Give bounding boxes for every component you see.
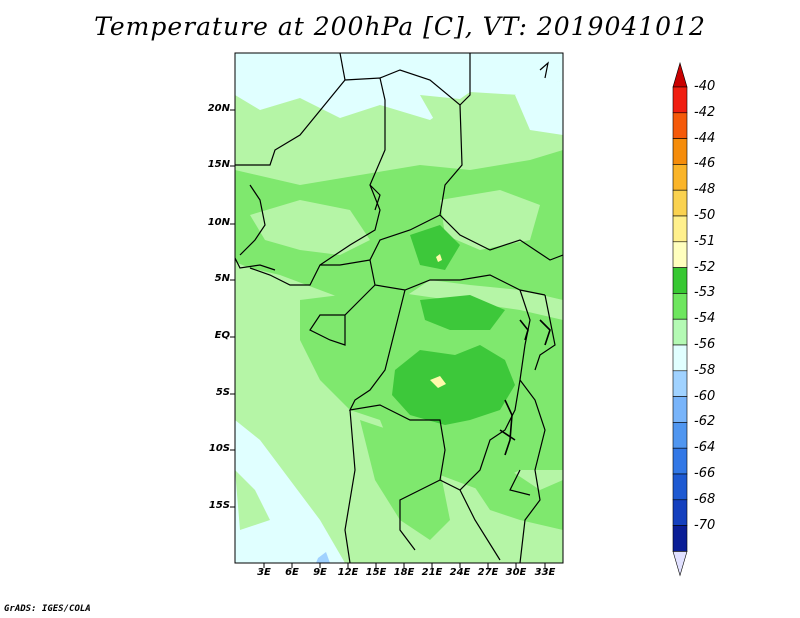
lon-label: 24E <box>449 567 471 578</box>
colorbar-label: -51 <box>694 233 716 249</box>
colorbar-label: -56 <box>694 337 716 352</box>
colorbar-swatch <box>672 318 688 346</box>
colorbar-label: -58 <box>694 362 716 378</box>
colorbar-swatch <box>672 86 688 114</box>
lon-label: 3E <box>257 567 271 578</box>
lat-label: EQ <box>214 330 230 341</box>
colorbar-swatch <box>672 370 688 397</box>
colorbar-swatch <box>672 164 688 191</box>
colorbar-label: -54 <box>694 311 716 327</box>
field-patch <box>420 95 563 150</box>
pale-southwest-region <box>235 420 345 563</box>
credit-text: GrADS: IGES/COLA <box>4 604 91 614</box>
colorbar-swatch <box>672 215 688 243</box>
colorbar-swatch <box>672 499 688 526</box>
colorbar-label: -62 <box>694 414 716 430</box>
colorbar-label: -64 <box>694 440 716 456</box>
lake-outlines <box>499 319 551 456</box>
field-patch <box>235 470 270 530</box>
map-frame <box>234 52 564 564</box>
lat-label: 5N <box>214 273 230 284</box>
colorbar-bottom-arrow <box>672 551 688 577</box>
pale-northeast-region <box>515 80 563 135</box>
colorbar-label: -53 <box>694 285 716 301</box>
colorbar-swatch <box>672 447 688 475</box>
colorbar-label: -46 <box>694 156 716 172</box>
colorbar-label: -68 <box>694 491 716 507</box>
colorbar-label: -40 <box>694 79 716 94</box>
dark-core-central <box>392 345 515 425</box>
mid-band-southeast <box>470 470 563 530</box>
colorbar-swatch <box>672 396 688 423</box>
colorbar-label: -52 <box>694 259 716 275</box>
lon-label: 15E <box>365 567 387 578</box>
mid-band-north <box>235 150 563 305</box>
colorbar-label: -70 <box>694 517 716 533</box>
colorbar-swatch <box>672 344 688 372</box>
lat-label: 15S <box>208 500 230 511</box>
dark-core-upper <box>420 295 505 330</box>
mid-band-south <box>360 420 450 540</box>
map-title: Temperature at 200hPa [C], VT: 201904101… <box>94 12 706 41</box>
warm-spot <box>430 376 446 388</box>
colorbar-swatch <box>672 241 688 268</box>
dark-core-north <box>410 225 460 270</box>
colorbar <box>672 61 688 577</box>
lat-label: 10N <box>207 217 230 228</box>
colorbar-swatch <box>672 525 688 552</box>
lon-label: 21E <box>421 567 443 578</box>
lon-label: 27E <box>477 567 499 578</box>
colorbar-swatch <box>672 473 688 501</box>
colorbar-label: -66 <box>694 466 716 481</box>
axis-ticks <box>230 109 546 568</box>
field-patch <box>440 190 540 250</box>
colorbar-label: -42 <box>694 104 716 120</box>
lat-label: 15N <box>207 159 230 170</box>
colorbar-swatch <box>672 112 688 139</box>
lat-label: 5S <box>215 387 230 398</box>
colorbar-label: -44 <box>694 130 716 146</box>
country-borders <box>235 53 563 563</box>
lon-label: 9E <box>313 567 327 578</box>
cold-spot <box>316 552 330 563</box>
colorbar-swatch <box>672 267 688 294</box>
lon-label: 18E <box>393 567 415 578</box>
colorbar-swatch <box>672 138 688 165</box>
colorbar-label: -48 <box>694 182 716 198</box>
colorbar-label: -50 <box>694 208 716 223</box>
lon-label: 30E <box>505 567 527 578</box>
pale-north-region <box>235 53 563 120</box>
lat-label: 20N <box>207 103 230 114</box>
field-patch <box>250 200 370 255</box>
colorbar-top-arrow <box>672 61 688 88</box>
lon-label: 33E <box>534 567 556 578</box>
colorbar-swatch <box>672 189 688 217</box>
lon-label: 6E <box>285 567 299 578</box>
temperature-field <box>235 53 563 563</box>
lat-label: 10S <box>208 443 230 454</box>
colorbar-label: -60 <box>694 388 716 404</box>
colorbar-swatch <box>672 422 688 449</box>
colorbar-swatch <box>672 293 688 320</box>
lon-label: 12E <box>337 567 359 578</box>
warm-spot <box>436 254 442 262</box>
